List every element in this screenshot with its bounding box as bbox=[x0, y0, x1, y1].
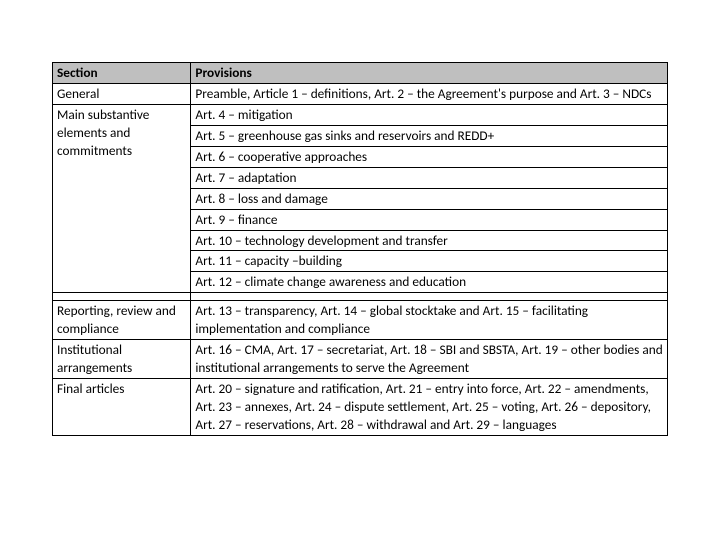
table-row: SectionProvisions bbox=[53, 63, 668, 84]
table-row: Institutional arrangementsArt. 16 – CMA,… bbox=[53, 340, 668, 379]
section-cell: General bbox=[53, 83, 191, 104]
section-cell: Main substantive elements and commitment… bbox=[53, 104, 191, 292]
provisions-table: SectionProvisionsGeneralPreamble, Articl… bbox=[52, 62, 668, 436]
provisions-cell: Art. 12 – climate change awareness and e… bbox=[191, 272, 668, 293]
table-row: Final articlesArt. 20 – signature and ra… bbox=[53, 379, 668, 436]
section-cell: Reporting, review and compliance bbox=[53, 301, 191, 340]
provisions-cell: Art. 4 – mitigation bbox=[191, 104, 668, 125]
provisions-cell: Art. 8 – loss and damage bbox=[191, 188, 668, 209]
section-cell: Institutional arrangements bbox=[53, 340, 191, 379]
spacer-row bbox=[53, 293, 668, 301]
table-row: GeneralPreamble, Article 1 – definitions… bbox=[53, 83, 668, 104]
provisions-cell: Art. 10 – technology development and tra… bbox=[191, 230, 668, 251]
provisions-cell: Art. 11 – capacity –building bbox=[191, 251, 668, 272]
table-row: Reporting, review and complianceArt. 13 … bbox=[53, 301, 668, 340]
spacer-cell bbox=[53, 293, 191, 301]
provisions-cell: Art. 13 – transparency, Art. 14 – global… bbox=[191, 301, 668, 340]
provisions-cell: Art. 6 – cooperative approaches bbox=[191, 146, 668, 167]
spacer-cell bbox=[191, 293, 668, 301]
provisions-cell: Preamble, Article 1 – definitions, Art. … bbox=[191, 83, 668, 104]
provisions-cell: Art. 16 – CMA, Art. 17 – secretariat, Ar… bbox=[191, 340, 668, 379]
section-cell: Section bbox=[53, 63, 191, 84]
provisions-cell: Art. 5 – greenhouse gas sinks and reserv… bbox=[191, 125, 668, 146]
table-row: Main substantive elements and commitment… bbox=[53, 104, 668, 125]
section-cell: Final articles bbox=[53, 379, 191, 436]
provisions-cell: Art. 7 – adaptation bbox=[191, 167, 668, 188]
provisions-cell: Provisions bbox=[191, 63, 668, 84]
provisions-cell: Art. 9 – finance bbox=[191, 209, 668, 230]
provisions-cell: Art. 20 – signature and ratification, Ar… bbox=[191, 379, 668, 436]
table-body: SectionProvisionsGeneralPreamble, Articl… bbox=[53, 63, 668, 436]
